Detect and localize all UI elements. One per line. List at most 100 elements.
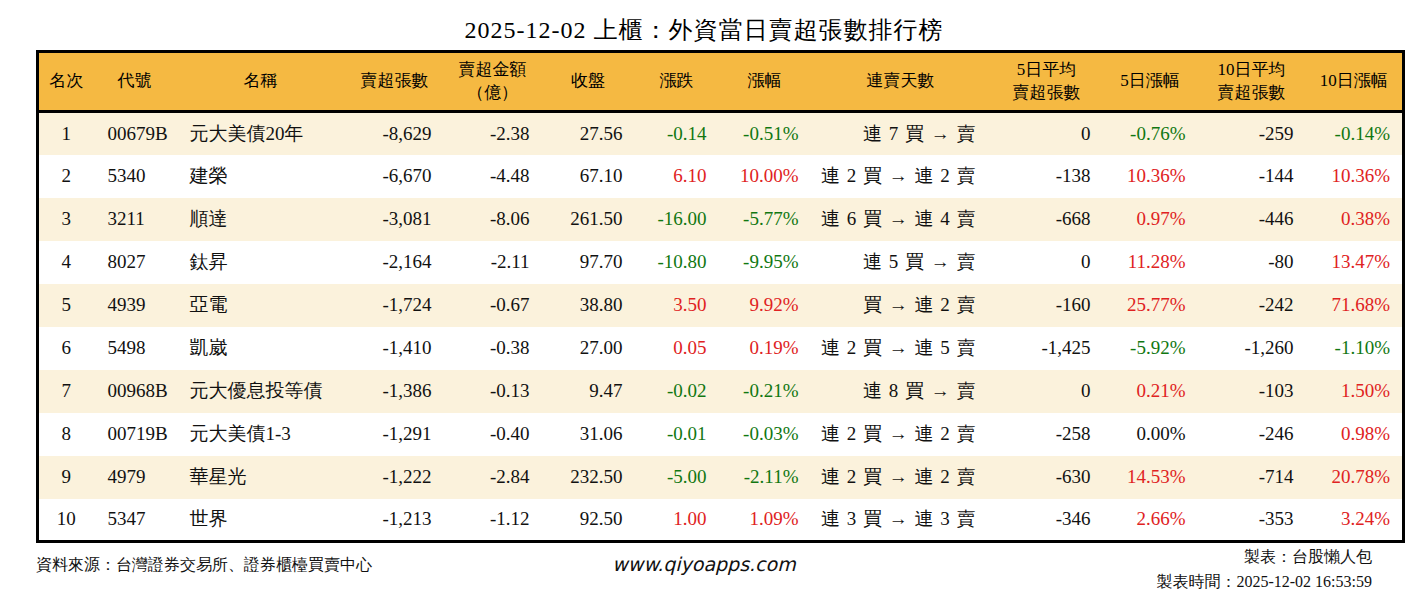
cell-rank: 4 <box>38 241 94 284</box>
cell-change-pct: 9.92% <box>719 284 811 327</box>
col-header-avg5: 5日平均 賣超張數 <box>991 52 1103 112</box>
table-row: 25340建榮-6,670-4.4867.106.1010.00%連 2 買 →… <box>38 155 1404 198</box>
cell-streak: 連 5 買 → 賣 <box>811 241 991 284</box>
cell-avg5: -668 <box>991 198 1103 241</box>
cell-avg5: 0 <box>991 241 1103 284</box>
cell-name: 元大美債20年 <box>176 112 346 155</box>
cell-sell-amount: -2.11 <box>444 241 542 284</box>
table-row: 33211順達-3,081-8.06261.50-16.00-5.77%連 6 … <box>38 198 1404 241</box>
cell-avg10: -259 <box>1198 112 1306 155</box>
cell-streak: 買 → 連 2 賣 <box>811 284 991 327</box>
table-row: 65498凱崴-1,410-0.3827.000.050.19%連 2 買 → … <box>38 327 1404 370</box>
table-row: 700968B元大優息投等債-1,386-0.139.47-0.02-0.21%… <box>38 370 1404 413</box>
website-text: www.qiyoapps.com <box>612 553 795 575</box>
cell-pct5: 25.77% <box>1103 284 1198 327</box>
cell-avg10: -446 <box>1198 198 1306 241</box>
col-header-change-pct: 漲幅 <box>719 52 811 112</box>
table-row: 54939亞電-1,724-0.6738.803.509.92%買 → 連 2 … <box>38 284 1404 327</box>
cell-pct5: 10.36% <box>1103 155 1198 198</box>
cell-sell-shares: -1,222 <box>346 456 444 499</box>
cell-streak: 連 8 買 → 賣 <box>811 370 991 413</box>
cell-avg10: -242 <box>1198 284 1306 327</box>
cell-pct10: 71.68% <box>1306 284 1404 327</box>
page-title: 2025-12-02 上櫃：外資當日賣超張數排行榜 <box>0 0 1408 48</box>
cell-code: 8027 <box>94 241 176 284</box>
cell-pct5: 2.66% <box>1103 499 1198 542</box>
cell-avg5: -630 <box>991 456 1103 499</box>
cell-change-pct: 10.00% <box>719 155 811 198</box>
cell-avg10: -714 <box>1198 456 1306 499</box>
cell-change: 0.05 <box>635 327 719 370</box>
cell-change-pct: -0.51% <box>719 112 811 155</box>
cell-avg10: -80 <box>1198 241 1306 284</box>
cell-pct5: 0.21% <box>1103 370 1198 413</box>
made-at-text: 製表時間：2025-12-02 16:53:59 <box>1156 570 1372 595</box>
cell-avg5: -138 <box>991 155 1103 198</box>
cell-pct5: 11.28% <box>1103 241 1198 284</box>
cell-name: 亞電 <box>176 284 346 327</box>
cell-sell-amount: -0.40 <box>444 413 542 456</box>
cell-name: 建榮 <box>176 155 346 198</box>
table-body: 100679B元大美債20年-8,629-2.3827.56-0.14-0.51… <box>38 112 1404 542</box>
cell-avg10: -103 <box>1198 370 1306 413</box>
col-header-pct5: 5日漲幅 <box>1103 52 1198 112</box>
cell-change-pct: -0.21% <box>719 370 811 413</box>
cell-code: 5347 <box>94 499 176 542</box>
cell-sell-shares: -2,164 <box>346 241 444 284</box>
cell-avg5: -346 <box>991 499 1103 542</box>
table-header: 名次 代號 名稱 賣超張數 賣超金額 （億） 收盤 漲跌 漲幅 連賣天數 5日平… <box>38 52 1404 112</box>
cell-rank: 1 <box>38 112 94 155</box>
table-header-row: 名次 代號 名稱 賣超張數 賣超金額 （億） 收盤 漲跌 漲幅 連賣天數 5日平… <box>38 52 1404 112</box>
cell-pct5: 14.53% <box>1103 456 1198 499</box>
cell-change: 3.50 <box>635 284 719 327</box>
cell-streak: 連 3 買 → 連 3 賣 <box>811 499 991 542</box>
cell-avg5: -1,425 <box>991 327 1103 370</box>
cell-rank: 5 <box>38 284 94 327</box>
cell-streak: 連 7 買 → 賣 <box>811 112 991 155</box>
cell-avg10: -1,260 <box>1198 327 1306 370</box>
cell-pct10: -1.10% <box>1306 327 1404 370</box>
cell-change-pct: 0.19% <box>719 327 811 370</box>
footer: 資料來源：台灣證券交易所、證券櫃檯買賣中心 www.qiyoapps.com 製… <box>36 543 1372 599</box>
cell-change: -10.80 <box>635 241 719 284</box>
cell-pct10: 1.50% <box>1306 370 1404 413</box>
cell-sell-shares: -1,291 <box>346 413 444 456</box>
cell-code: 00719B <box>94 413 176 456</box>
table-row: 100679B元大美債20年-8,629-2.3827.56-0.14-0.51… <box>38 112 1404 155</box>
cell-close: 261.50 <box>542 198 635 241</box>
cell-avg5: 0 <box>991 112 1103 155</box>
cell-close: 38.80 <box>542 284 635 327</box>
cell-code: 5340 <box>94 155 176 198</box>
cell-rank: 7 <box>38 370 94 413</box>
cell-streak: 連 2 買 → 連 2 賣 <box>811 155 991 198</box>
col-header-sell-shares: 賣超張數 <box>346 52 444 112</box>
cell-code: 4939 <box>94 284 176 327</box>
cell-close: 27.00 <box>542 327 635 370</box>
col-header-sell-amount: 賣超金額 （億） <box>444 52 542 112</box>
cell-sell-amount: -4.48 <box>444 155 542 198</box>
cell-sell-shares: -3,081 <box>346 198 444 241</box>
credits-block: 製表：台股懶人包 製表時間：2025-12-02 16:53:59 <box>1156 545 1372 595</box>
cell-change: 6.10 <box>635 155 719 198</box>
cell-pct10: 3.24% <box>1306 499 1404 542</box>
cell-sell-amount: -0.38 <box>444 327 542 370</box>
cell-pct5: -5.92% <box>1103 327 1198 370</box>
cell-sell-amount: -8.06 <box>444 198 542 241</box>
cell-avg5: 0 <box>991 370 1103 413</box>
cell-rank: 2 <box>38 155 94 198</box>
cell-change: -0.01 <box>635 413 719 456</box>
col-header-code: 代號 <box>94 52 176 112</box>
cell-change-pct: -9.95% <box>719 241 811 284</box>
cell-pct5: -0.76% <box>1103 112 1198 155</box>
maker-text: 製表：台股懶人包 <box>1156 545 1372 570</box>
col-header-rank: 名次 <box>38 52 94 112</box>
cell-pct10: 13.47% <box>1306 241 1404 284</box>
col-header-pct10: 10日漲幅 <box>1306 52 1404 112</box>
cell-sell-shares: -1,724 <box>346 284 444 327</box>
cell-avg5: -258 <box>991 413 1103 456</box>
cell-change-pct: -0.03% <box>719 413 811 456</box>
col-header-streak: 連賣天數 <box>811 52 991 112</box>
cell-code: 5498 <box>94 327 176 370</box>
cell-avg5: -160 <box>991 284 1103 327</box>
cell-streak: 連 2 買 → 連 5 賣 <box>811 327 991 370</box>
